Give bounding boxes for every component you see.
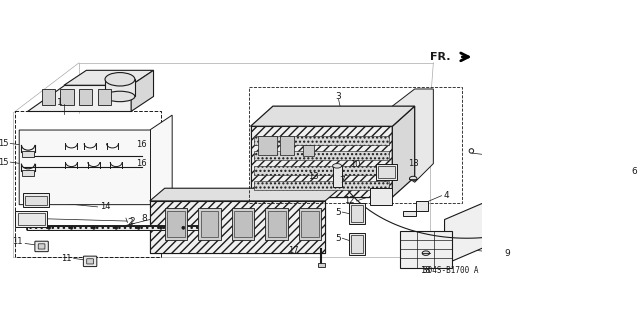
Bar [301,211,319,237]
Bar [15,111,161,257]
Bar [18,213,45,225]
Bar [254,166,388,175]
Bar [22,170,34,175]
Polygon shape [131,70,154,111]
Text: 7: 7 [339,176,345,185]
Bar [376,164,397,180]
Bar [333,166,342,187]
Bar [317,263,325,267]
Polygon shape [403,201,428,216]
Bar [303,145,314,156]
Text: 13: 13 [308,172,319,181]
Bar [150,201,325,253]
Polygon shape [250,126,392,197]
Bar [42,89,55,105]
Bar [232,208,254,240]
Polygon shape [392,106,415,197]
Text: 5: 5 [335,234,341,243]
Text: 3: 3 [336,92,342,101]
Bar [378,166,394,178]
Polygon shape [150,201,325,253]
Bar [27,226,202,230]
Text: 2: 2 [127,218,133,227]
Polygon shape [27,218,217,230]
Bar [164,208,187,240]
Bar [198,208,221,240]
Bar [25,196,47,205]
Text: 9: 9 [504,249,510,258]
FancyBboxPatch shape [87,259,93,264]
Polygon shape [64,70,154,85]
Ellipse shape [105,72,135,86]
Text: 15: 15 [0,139,9,148]
Bar [266,208,288,240]
Text: 17: 17 [289,246,299,256]
Text: 12: 12 [344,197,355,205]
Circle shape [92,226,95,229]
Bar [254,151,388,160]
Text: 11: 11 [61,254,72,263]
Text: FR.: FR. [430,52,451,62]
Text: 18: 18 [420,266,431,275]
Polygon shape [392,89,433,182]
Bar [15,211,47,227]
Text: 6: 6 [631,167,637,175]
Bar [370,188,392,205]
Circle shape [469,149,474,153]
Circle shape [47,226,51,229]
Bar [234,211,252,237]
Text: 2: 2 [130,217,135,226]
Text: S04S-B1700 A: S04S-B1700 A [422,266,478,275]
Text: 16: 16 [136,140,147,149]
Polygon shape [19,115,172,205]
Circle shape [115,226,118,229]
Text: 5: 5 [335,208,341,217]
Bar [60,89,74,105]
FancyBboxPatch shape [35,241,48,252]
Polygon shape [445,197,497,264]
Ellipse shape [105,91,135,102]
Ellipse shape [333,164,342,168]
Text: 4: 4 [444,191,449,200]
Bar [254,181,388,190]
Circle shape [137,226,140,229]
Text: 1: 1 [58,98,63,107]
Bar [299,208,321,240]
Text: 15: 15 [0,158,9,167]
Bar [268,211,285,237]
Bar [351,205,364,222]
Text: 10: 10 [351,160,361,169]
Bar [167,211,185,237]
Bar [79,89,92,105]
Text: 16: 16 [136,159,147,168]
Bar [23,193,49,207]
Bar [249,87,461,203]
Polygon shape [150,188,340,201]
Polygon shape [105,79,135,96]
Polygon shape [27,85,131,111]
Text: 8: 8 [142,214,148,223]
Bar [250,126,392,197]
FancyBboxPatch shape [38,244,45,249]
Ellipse shape [422,251,429,256]
Bar [254,136,388,145]
Bar [280,136,294,155]
Circle shape [182,226,185,229]
Ellipse shape [410,176,417,181]
Text: 14: 14 [100,202,110,211]
Bar [22,151,34,157]
Text: 18: 18 [408,159,419,168]
Bar [200,211,218,237]
Polygon shape [250,106,415,126]
Bar [349,233,365,256]
Bar [349,203,365,224]
Bar [351,235,364,253]
Circle shape [159,226,163,229]
Bar [97,89,111,105]
Text: 11: 11 [12,237,23,247]
Circle shape [70,226,73,229]
Bar [400,231,452,268]
FancyBboxPatch shape [83,256,97,267]
Bar [258,136,276,155]
